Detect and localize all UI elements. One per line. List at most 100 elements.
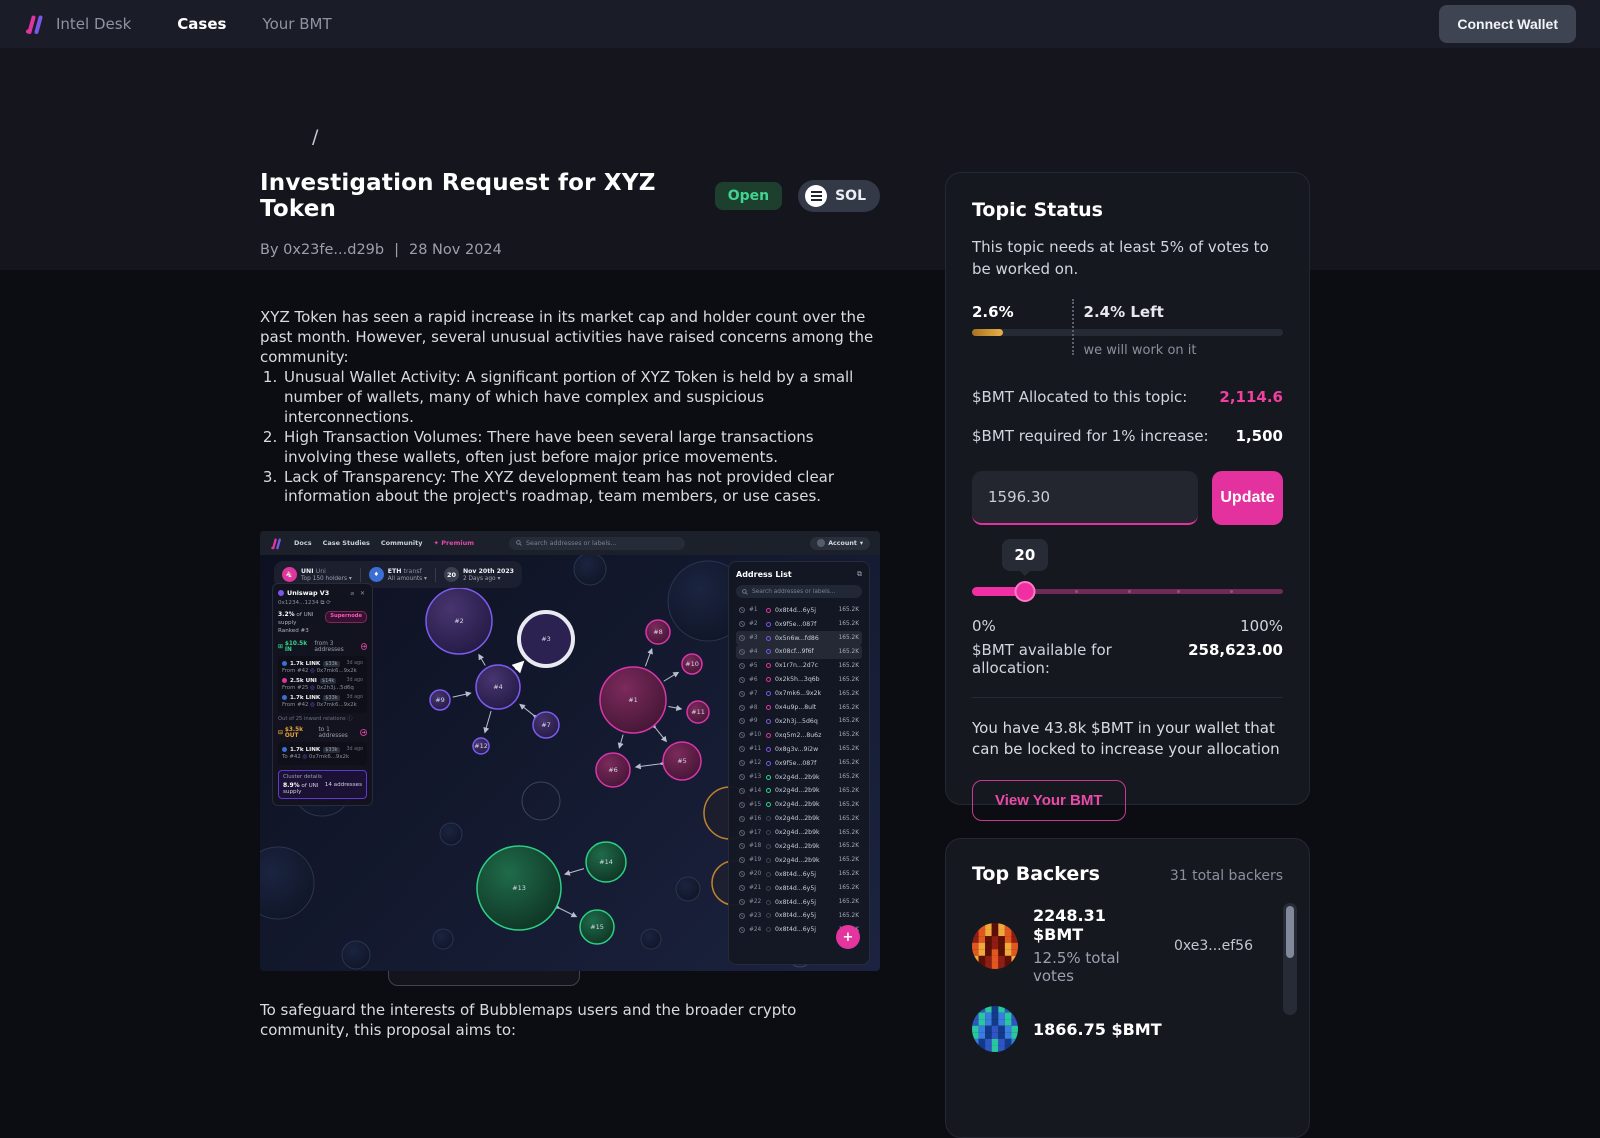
backer-row[interactable]: 2248.31 $BMT 12.5% total votes 0xe3...ef56	[972, 906, 1283, 985]
supernode-badge: Supernode	[325, 611, 367, 623]
token-chip: 🦄 UNI Uni Top 150 holders ▾	[282, 567, 352, 583]
transfers-chip: ♦ ETH transf All amounts ▾	[368, 567, 427, 583]
backer-row[interactable]: 1866.75 $BMT	[972, 1006, 1283, 1052]
address-row: #17 0x2g4d...2b9k 165.2K	[736, 826, 862, 840]
required-label: $BMT required for 1% increase:	[972, 426, 1209, 445]
svg-text:#1: #1	[628, 696, 638, 704]
eth-token-icon: ♦	[368, 567, 384, 583]
backers-list: 2248.31 $BMT 12.5% total votes 0xe3...ef56…	[972, 906, 1283, 1052]
breadcrumb: /	[312, 126, 319, 148]
chain-badge-label: SOL	[835, 188, 866, 204]
avatar	[817, 539, 826, 548]
address-row: #23 0x8t4d...6y5j 165.2K	[736, 909, 862, 923]
eye-icon	[739, 801, 745, 808]
hero-background	[0, 48, 1600, 270]
article-body: XYZ Token has seen a rapid increase in i…	[260, 308, 880, 507]
eye-icon	[739, 732, 745, 739]
svg-text:#12: #12	[474, 742, 488, 750]
transaction-row: 1.7k LINK $33k 3d ago To #42 ◎ 0x7mk6...9x2…	[282, 746, 363, 760]
view-your-bmt-button[interactable]: View Your BMT	[972, 779, 1126, 821]
slider-max-label: 100%	[1240, 616, 1283, 635]
address-row: #16 0x2g4d...2b9k 165.2K	[736, 812, 862, 826]
wallet-address: 0x1234...1234 ⧉ ⟳	[278, 600, 331, 607]
eye-icon	[739, 760, 745, 767]
eye-icon	[739, 871, 745, 878]
address-row: #8 0x4u9p...8ult 165.2K	[736, 701, 862, 715]
search-icon	[516, 540, 522, 547]
concerns-list: Unusual Wallet Activity: A significant p…	[282, 368, 880, 508]
address-row: #13 0x2g4d...2b9k 165.2K	[736, 770, 862, 784]
eye-icon	[739, 815, 745, 822]
address-row: #3 0x5n6w...fd86 165.2K	[736, 631, 862, 646]
chip-divider	[434, 567, 436, 582]
svg-text:#4: #4	[493, 683, 503, 691]
available-label: $BMT available for allocation:	[972, 640, 1112, 677]
date: 28 Nov 2024	[409, 242, 502, 258]
cluster-details: Cluster details 14 addresses 8.9% of UNI…	[278, 769, 367, 799]
article-column: / Investigation Request for XYZ Token Op…	[260, 48, 880, 1041]
author[interactable]: By 0x23fe...d29b	[260, 242, 385, 258]
eye-icon	[739, 621, 745, 628]
nav-link-your-bmt[interactable]: Your BMT	[262, 15, 332, 33]
concern-item: High Transaction Volumes: There have bee…	[282, 428, 880, 468]
address-row: #19 0x2g4d...2b9k 165.2K	[736, 853, 862, 867]
eye-icon	[739, 648, 745, 655]
address-row: #15 0x2g4d...2b9k 165.2K	[736, 798, 862, 812]
svg-text:#3: #3	[541, 635, 551, 643]
wallet-node-icon	[278, 590, 284, 597]
svg-text:#14: #14	[599, 858, 613, 866]
hide-icon: ⌀ ✕	[350, 589, 367, 597]
chain-badge: SOL	[798, 180, 880, 212]
address-list-panel: Address List ⧉ Search addresses or label…	[728, 561, 870, 966]
scrollbar-thumb[interactable]	[1286, 906, 1294, 958]
eye-icon	[739, 746, 745, 753]
bubblemaps-nav-link: ✦ Premium	[433, 539, 474, 548]
address-row: #2 0x9f5e...087f 165.2K	[736, 617, 862, 631]
vote-progress: 2.6% 2.4% Left we will work on it	[972, 298, 1283, 367]
slider-handle[interactable]	[1014, 580, 1036, 602]
outflow-section: ⊟ $3.5k OUT to 1 addresses ➜ 1.7k LINK $33k…	[278, 727, 367, 765]
scrollbar[interactable]	[1283, 903, 1297, 1015]
address-row: #4 0x08cf...9f6f 165.2K	[736, 645, 862, 659]
inflow-footer: Out of 25 inward relations ⓘ	[278, 715, 353, 722]
allocated-label: $BMT Allocated to this topic:	[972, 387, 1188, 406]
address-row: #21 0x8t4d...6y5j 165.2K	[736, 881, 862, 895]
bubblemaps-nav-link: Case Studies	[322, 539, 370, 548]
slider-value-tooltip: 20	[1001, 538, 1048, 571]
address-row: #22 0x8t4d...6y5j 165.2K	[736, 895, 862, 909]
status-badge: Open	[714, 182, 783, 210]
eye-icon	[739, 676, 745, 683]
connect-wallet-button[interactable]: Connect Wallet	[1439, 5, 1576, 43]
date-chip: 20 Nov 20th 2023 2 Days ago ▾	[443, 567, 514, 583]
eye-icon	[739, 912, 745, 919]
expand-icon: ➜	[360, 643, 368, 651]
eye-icon	[739, 718, 745, 725]
calendar-day-icon: 20	[443, 567, 459, 583]
bubblemaps-logo-icon	[26, 15, 43, 34]
eye-icon	[739, 843, 745, 850]
byline-separator: |	[394, 242, 399, 258]
progress-fill	[972, 328, 1004, 336]
address-list-title: Address List	[736, 570, 792, 580]
svg-text:#15: #15	[590, 923, 604, 931]
eye-icon	[739, 885, 745, 892]
chevron-down-icon: ▾	[859, 539, 863, 547]
progress-threshold-marker	[1071, 298, 1074, 355]
bubblemaps-search-input: Search addresses or labels...	[508, 536, 685, 550]
total-backers-count: 31 total backers	[1169, 868, 1283, 884]
uni-token-icon: 🦄	[282, 567, 297, 583]
topic-status-description: This topic needs at least 5% of votes to…	[972, 238, 1269, 278]
address-row: #5 0x1r7n...2d7c 165.2K	[736, 659, 862, 673]
address-list-search: Search addresses or labels...	[736, 585, 862, 599]
topic-status-title: Topic Status	[972, 199, 1103, 221]
svg-text:#8: #8	[653, 628, 663, 636]
allocation-amount-input[interactable]	[972, 470, 1198, 525]
nav-link-cases[interactable]: Cases	[177, 15, 227, 33]
eye-icon	[739, 857, 745, 864]
concern-item: Unusual Wallet Activity: A significant p…	[282, 368, 880, 428]
slider-min-label: 0%	[972, 616, 996, 635]
brand[interactable]: Intel Desk	[24, 13, 131, 35]
svg-text:#10: #10	[685, 660, 699, 668]
update-button[interactable]: Update	[1212, 470, 1283, 525]
wallet-supply: Supernode 3.2% of UNI supply Ranked #3	[278, 611, 367, 635]
